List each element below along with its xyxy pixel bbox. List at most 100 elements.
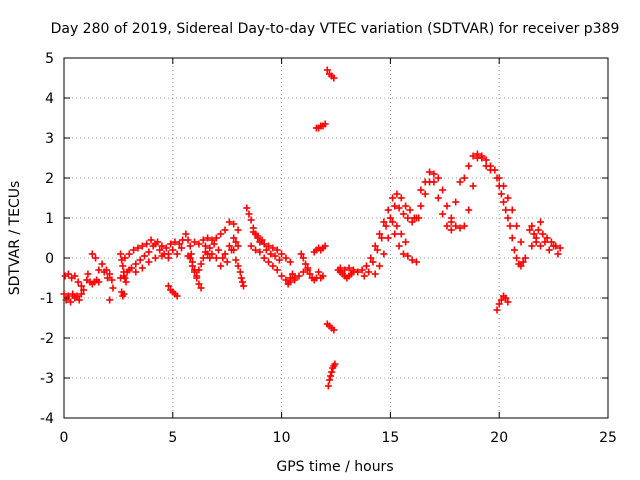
data-point bbox=[389, 194, 397, 202]
y-tick-label: -3 bbox=[40, 371, 54, 387]
data-point bbox=[439, 186, 447, 194]
data-point bbox=[64, 270, 72, 278]
data-point bbox=[254, 232, 262, 240]
data-point bbox=[327, 372, 335, 380]
data-point bbox=[530, 230, 538, 238]
data-point bbox=[417, 202, 425, 210]
x-tick-label: 20 bbox=[490, 430, 508, 446]
data-point bbox=[199, 254, 207, 262]
data-point bbox=[473, 150, 481, 158]
data-point bbox=[186, 254, 194, 262]
data-point bbox=[330, 74, 338, 82]
data-point bbox=[130, 246, 138, 254]
data-point bbox=[182, 230, 190, 238]
data-point bbox=[399, 250, 407, 258]
data-point bbox=[395, 204, 403, 212]
data-point bbox=[84, 270, 92, 278]
data-point bbox=[497, 296, 505, 304]
data-point bbox=[528, 242, 536, 250]
data-point bbox=[260, 240, 268, 248]
data-point bbox=[367, 254, 375, 262]
x-tick-label: 5 bbox=[168, 430, 177, 446]
data-point bbox=[323, 66, 331, 74]
data-point bbox=[151, 240, 159, 248]
data-point bbox=[430, 170, 438, 178]
data-point bbox=[217, 230, 225, 238]
data-point bbox=[504, 194, 512, 202]
data-point bbox=[380, 218, 388, 226]
data-point bbox=[447, 226, 455, 234]
y-tick-label: 0 bbox=[45, 251, 54, 267]
data-point bbox=[106, 270, 114, 278]
data-point bbox=[393, 222, 401, 230]
data-point bbox=[284, 280, 292, 288]
data-point bbox=[145, 248, 153, 256]
data-point bbox=[556, 244, 564, 252]
data-point bbox=[278, 250, 286, 258]
data-point bbox=[80, 286, 88, 294]
y-tick-label: 3 bbox=[45, 131, 54, 147]
data-point bbox=[208, 250, 216, 258]
data-point bbox=[506, 222, 514, 230]
data-point bbox=[443, 202, 451, 210]
data-point bbox=[380, 250, 388, 258]
data-point bbox=[513, 254, 521, 262]
data-point bbox=[269, 244, 277, 252]
data-point bbox=[147, 236, 155, 244]
data-point bbox=[265, 258, 273, 266]
data-point bbox=[508, 206, 516, 214]
data-point bbox=[386, 214, 394, 222]
data-point bbox=[108, 276, 116, 284]
data-point bbox=[95, 278, 103, 286]
data-point bbox=[121, 254, 129, 262]
data-point bbox=[125, 250, 133, 258]
data-point bbox=[141, 252, 149, 260]
data-point bbox=[502, 206, 510, 214]
data-point bbox=[240, 282, 248, 290]
data-point bbox=[321, 120, 329, 128]
data-point bbox=[243, 204, 251, 212]
data-point bbox=[191, 268, 199, 276]
data-point bbox=[164, 282, 172, 290]
data-point bbox=[537, 218, 545, 226]
data-point bbox=[251, 246, 259, 254]
data-point bbox=[376, 230, 384, 238]
data-point bbox=[171, 238, 179, 246]
data-point bbox=[206, 244, 214, 252]
data-point bbox=[262, 246, 270, 254]
data-point bbox=[77, 290, 85, 298]
data-point bbox=[109, 284, 117, 292]
data-point bbox=[382, 222, 390, 230]
data-point bbox=[195, 266, 203, 274]
y-axis-label: SDTVAR / TECUs bbox=[7, 181, 23, 296]
data-point bbox=[354, 268, 362, 276]
data-point bbox=[158, 242, 166, 250]
data-point bbox=[443, 222, 451, 230]
data-point bbox=[237, 274, 245, 282]
data-point bbox=[543, 234, 551, 242]
data-point bbox=[232, 238, 240, 246]
data-point bbox=[267, 250, 275, 258]
data-point bbox=[502, 294, 510, 302]
data-point bbox=[539, 230, 547, 238]
data-point bbox=[395, 242, 403, 250]
data-point bbox=[545, 246, 553, 254]
data-point bbox=[397, 194, 405, 202]
data-point bbox=[271, 252, 279, 260]
data-point bbox=[230, 220, 238, 228]
data-point bbox=[92, 254, 100, 262]
data-point bbox=[384, 206, 392, 214]
data-point bbox=[404, 214, 412, 222]
x-tick-label: 10 bbox=[273, 430, 291, 446]
data-point bbox=[550, 242, 558, 250]
data-point bbox=[421, 178, 429, 186]
data-point bbox=[402, 202, 410, 210]
data-point bbox=[504, 214, 512, 222]
data-point bbox=[306, 270, 314, 278]
data-point bbox=[95, 266, 103, 274]
data-point bbox=[500, 198, 508, 206]
data-point bbox=[286, 258, 294, 266]
data-point bbox=[60, 290, 68, 298]
data-point bbox=[299, 268, 307, 276]
data-point bbox=[249, 228, 257, 236]
